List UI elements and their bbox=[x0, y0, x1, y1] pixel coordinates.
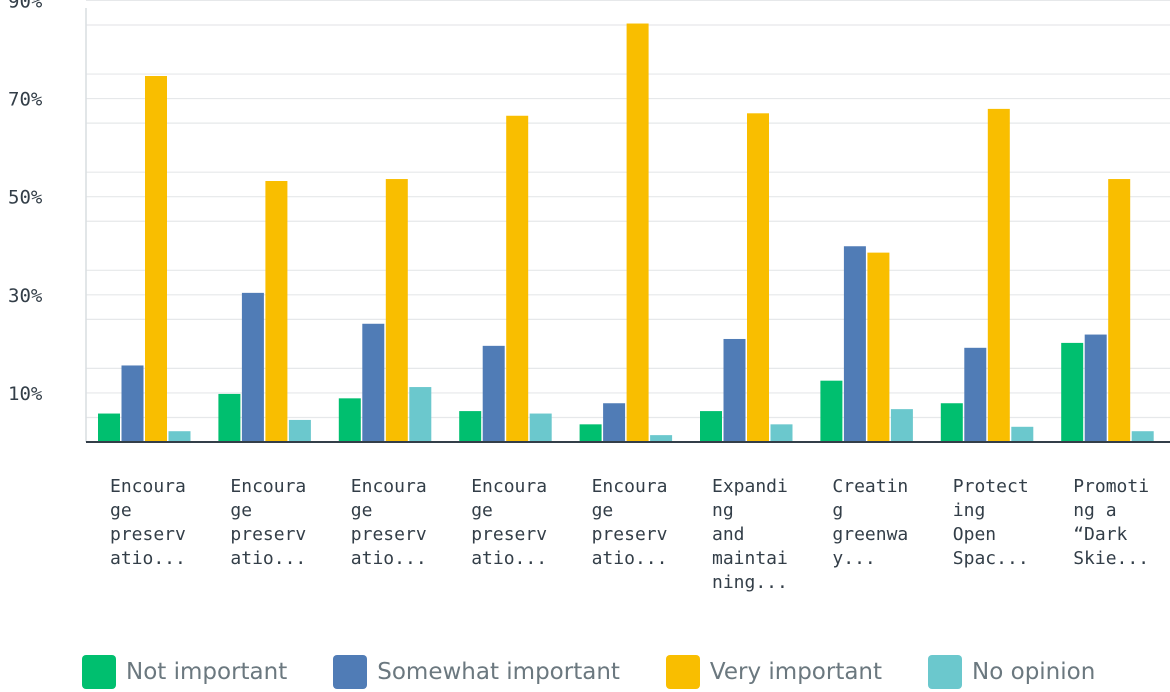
x-axis-labels: Encoura ge preserv atio... Encoura ge preserv a… bbox=[110, 476, 1149, 593]
x-tick-label: Encoura ge preserv atio... bbox=[592, 476, 668, 569]
bar[interactable] bbox=[843, 246, 866, 442]
x-tick-label: Encoura ge preserv atio... bbox=[471, 476, 547, 569]
bar[interactable] bbox=[1061, 342, 1084, 442]
legend-label: Not important bbox=[126, 659, 288, 685]
bar[interactable] bbox=[98, 413, 120, 442]
bar[interactable] bbox=[385, 179, 408, 443]
bar[interactable] bbox=[747, 113, 769, 442]
bar[interactable] bbox=[265, 181, 288, 442]
legend-swatch bbox=[82, 655, 116, 689]
bar[interactable] bbox=[362, 323, 385, 442]
bar[interactable] bbox=[1108, 179, 1131, 443]
legend-swatch bbox=[928, 655, 963, 689]
legend-item[interactable]: No opinion bbox=[928, 655, 1095, 689]
x-tick-label: Encoura ge preserv atio... bbox=[351, 476, 427, 569]
bars bbox=[98, 23, 1154, 443]
y-axis-ticks: 10% 30% 50% 70% 90% bbox=[8, 0, 43, 405]
y-tick-label: 30% bbox=[8, 285, 43, 307]
bar-chart: 10%30%50%70%90% Encoura ge preserv atio...E… bbox=[8, 0, 1170, 593]
legend-item[interactable]: Not important bbox=[82, 655, 287, 689]
bar[interactable] bbox=[890, 409, 913, 442]
bar[interactable] bbox=[218, 393, 241, 442]
bar[interactable] bbox=[867, 252, 890, 442]
bar[interactable] bbox=[459, 411, 482, 442]
bar[interactable] bbox=[964, 347, 987, 442]
bar[interactable] bbox=[579, 424, 602, 442]
x-tick-label: Promoti ng a “Dark Skie... bbox=[1073, 476, 1149, 569]
bar[interactable] bbox=[987, 108, 1010, 442]
y-tick-label: 50% bbox=[8, 187, 43, 209]
legend-label: Somewhat important bbox=[377, 659, 620, 685]
x-tick-label: Protect ing Open Spac... bbox=[953, 476, 1029, 569]
bar[interactable] bbox=[482, 345, 505, 442]
legend-item[interactable]: Somewhat important bbox=[333, 655, 620, 689]
bar[interactable] bbox=[145, 76, 167, 443]
bar[interactable] bbox=[1131, 431, 1154, 442]
x-tick-label: Encoura ge preserv atio... bbox=[230, 476, 306, 569]
x-tick-label: Expandi ng and maintai ning... bbox=[712, 476, 788, 593]
bar[interactable] bbox=[409, 387, 432, 442]
bar[interactable] bbox=[650, 435, 673, 442]
bar[interactable] bbox=[1084, 334, 1107, 442]
bar[interactable] bbox=[820, 380, 843, 442]
bar[interactable] bbox=[770, 424, 793, 442]
bar[interactable] bbox=[603, 403, 626, 442]
bar[interactable] bbox=[338, 398, 361, 442]
bar[interactable] bbox=[1011, 426, 1034, 442]
bar[interactable] bbox=[700, 411, 722, 442]
y-tick-label: 90% bbox=[8, 0, 43, 12]
bar[interactable] bbox=[626, 23, 649, 443]
legend-swatch bbox=[333, 655, 368, 689]
bar[interactable] bbox=[723, 338, 746, 442]
bar[interactable] bbox=[121, 365, 144, 442]
legend-label: Very important bbox=[709, 659, 883, 685]
bar[interactable] bbox=[940, 403, 963, 442]
bar[interactable] bbox=[168, 431, 191, 442]
legend-label: No opinion bbox=[972, 659, 1096, 685]
y-tick-label: 70% bbox=[8, 89, 43, 111]
bar[interactable] bbox=[529, 413, 552, 442]
legend-item[interactable]: Very important bbox=[665, 655, 883, 689]
x-tick-label: Encoura ge preserv atio... bbox=[110, 476, 186, 569]
legend-swatch bbox=[665, 655, 700, 689]
bar[interactable] bbox=[288, 419, 311, 442]
x-tick-label: Creatin g greenwa y... bbox=[832, 476, 908, 569]
legend: Not important Somewhat important Very impo… bbox=[82, 652, 1095, 692]
bar[interactable] bbox=[241, 292, 264, 442]
bar[interactable] bbox=[506, 115, 529, 442]
y-tick-label: 10% bbox=[8, 383, 43, 405]
